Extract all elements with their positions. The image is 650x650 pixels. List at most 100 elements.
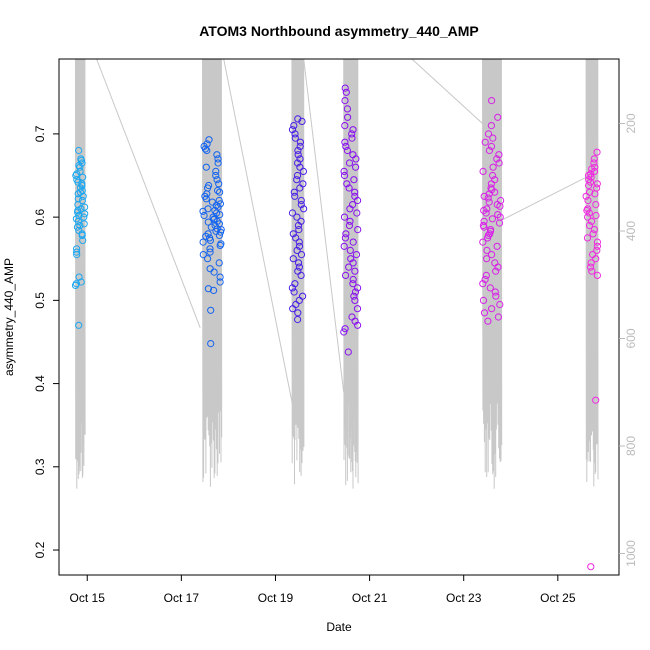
- data-point: [345, 221, 353, 230]
- y-tick-label: 0.4: [33, 375, 47, 392]
- x-tick-label: Oct 25: [540, 591, 576, 605]
- data-points: [71, 84, 602, 571]
- data-point: [299, 292, 307, 300]
- data-point: [341, 84, 349, 92]
- data-point: [290, 122, 298, 130]
- data-point: [351, 188, 359, 196]
- data-point: [587, 259, 595, 267]
- data-point: [591, 163, 599, 171]
- data-point: [294, 146, 302, 155]
- data-point: [593, 184, 601, 192]
- chart-title: ATOM3 Northbound asymmetry_440_AMP: [199, 23, 479, 39]
- data-point: [351, 267, 359, 275]
- data-point: [291, 280, 299, 288]
- data-point: [353, 305, 362, 313]
- data-point: [483, 255, 491, 263]
- data-point: [348, 134, 356, 142]
- data-point: [75, 146, 83, 155]
- data-point: [341, 97, 349, 105]
- data-point: [294, 115, 302, 123]
- x-tick-label: Oct 19: [258, 591, 294, 605]
- data-point: [487, 184, 495, 192]
- data-point: [482, 271, 490, 279]
- data-point: [295, 226, 303, 234]
- data-point: [349, 238, 357, 246]
- data-point: [346, 217, 354, 225]
- data-point: [75, 226, 83, 234]
- data-point: [589, 230, 597, 238]
- data-point: [204, 205, 212, 213]
- data-point: [593, 180, 601, 188]
- data-point: [484, 194, 492, 202]
- depth-profile-lines: [75, 58, 599, 489]
- data-point: [590, 155, 598, 163]
- data-point: [484, 317, 492, 325]
- data-point: [590, 159, 598, 167]
- data-point: [73, 248, 81, 256]
- data-point: [72, 280, 81, 288]
- data-point: [588, 267, 596, 275]
- data-point: [349, 280, 357, 288]
- data-point: [295, 238, 303, 246]
- data-point: [212, 167, 220, 175]
- data-point: [341, 325, 349, 333]
- depth-trace: [482, 58, 503, 489]
- depth-trace: [202, 58, 223, 487]
- y-axis: 0.2 0.3 0.4 0.5 0.6 0.7: [33, 125, 59, 558]
- data-point: [589, 251, 597, 259]
- data-point: [295, 263, 303, 271]
- data-point: [297, 201, 305, 209]
- data-point: [294, 315, 302, 324]
- transit-line: [303, 58, 345, 393]
- data-point: [354, 284, 362, 292]
- data-point: [495, 159, 503, 167]
- data-point: [293, 213, 301, 221]
- data-point: [587, 170, 595, 178]
- data-point: [202, 163, 210, 171]
- data-point: [341, 122, 349, 130]
- data-point: [292, 234, 300, 242]
- data-point: [206, 248, 214, 256]
- data-point: [352, 163, 360, 171]
- data-point: [592, 211, 600, 220]
- data-point: [344, 348, 352, 356]
- data-point: [593, 238, 602, 246]
- data-point: [584, 171, 593, 180]
- data-point: [206, 245, 214, 253]
- data-point: [585, 221, 594, 230]
- data-point: [288, 209, 297, 217]
- data-point: [482, 209, 490, 217]
- data-point: [291, 192, 299, 200]
- data-point: [584, 205, 592, 213]
- data-point: [206, 265, 214, 273]
- data-point: [479, 167, 487, 175]
- data-point: [354, 226, 362, 234]
- data-point: [492, 292, 500, 300]
- data-point: [340, 328, 348, 336]
- data-point: [73, 245, 81, 253]
- data-point: [351, 192, 359, 200]
- data-point: [497, 196, 505, 205]
- data-point: [489, 134, 497, 142]
- data-point: [342, 230, 350, 238]
- data-point: [342, 142, 350, 150]
- data-point: [479, 221, 487, 230]
- data-point: [343, 105, 351, 113]
- data-point: [485, 146, 493, 155]
- data-point: [204, 285, 212, 293]
- data-point: [203, 140, 211, 148]
- data-point: [294, 267, 302, 275]
- data-point: [488, 215, 496, 223]
- data-point: [480, 217, 488, 225]
- data-point: [342, 88, 350, 96]
- data-point: [493, 242, 501, 250]
- data-point: [293, 171, 302, 180]
- data-point: [81, 210, 89, 218]
- y-axis-label: asymmetry_440_AMP: [2, 258, 16, 376]
- data-point: [204, 255, 212, 263]
- data-point: [483, 246, 491, 254]
- data-point: [210, 286, 218, 294]
- data-point: [206, 234, 214, 242]
- data-point: [294, 151, 302, 159]
